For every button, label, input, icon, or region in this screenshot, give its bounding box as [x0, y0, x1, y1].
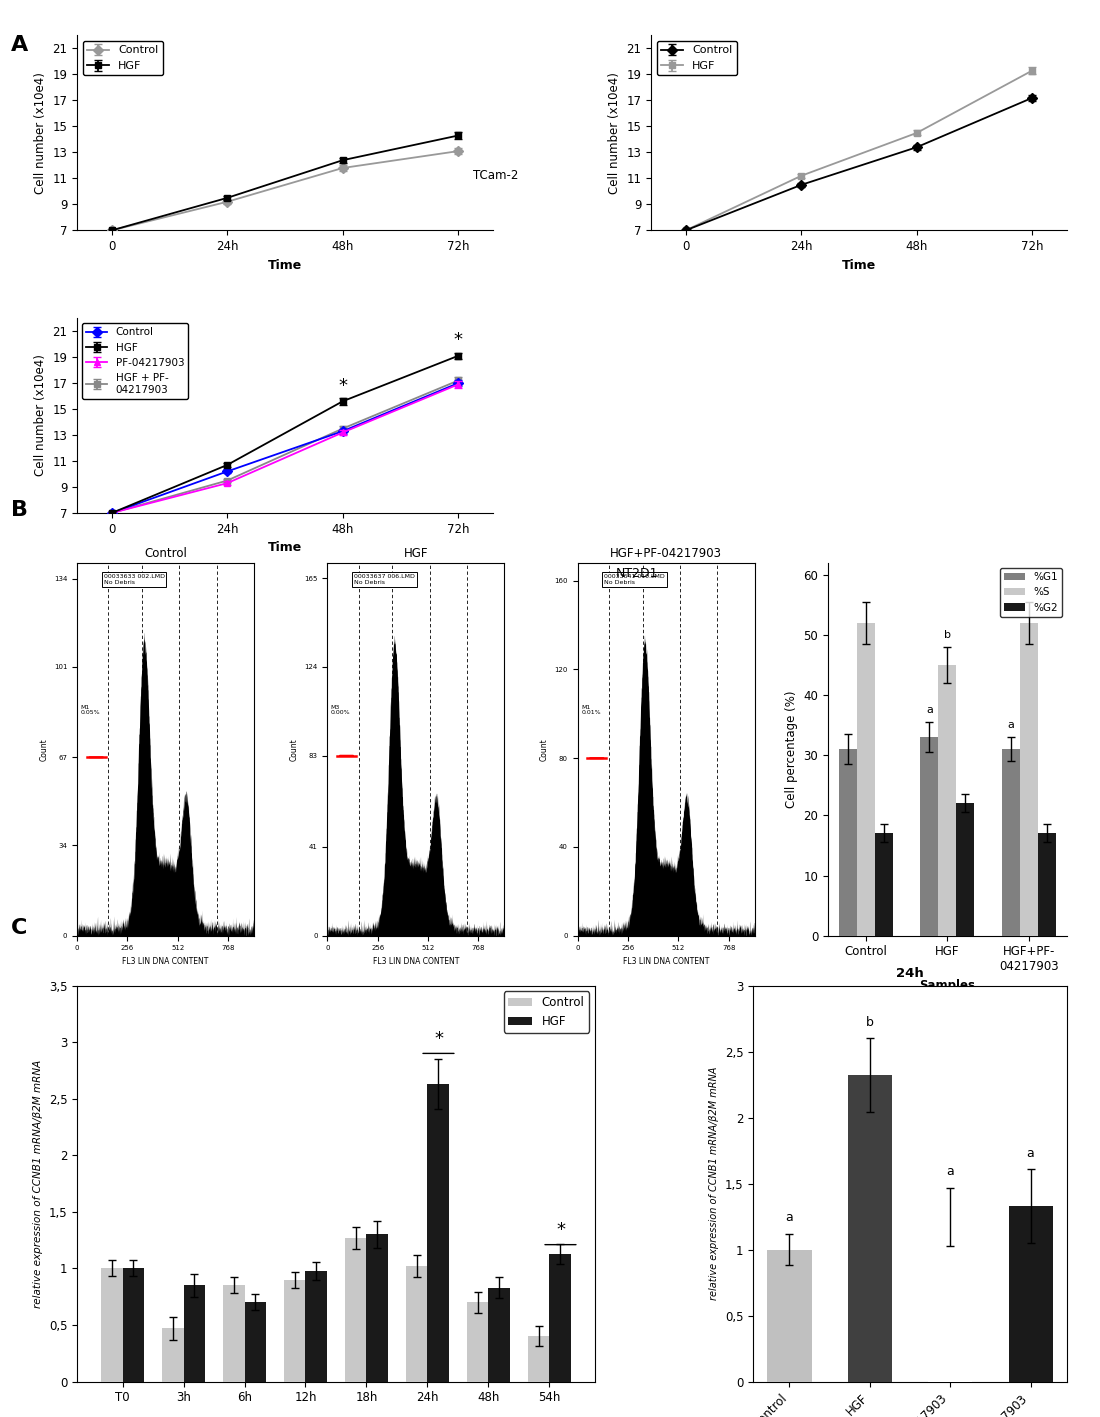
Text: b: b [944, 631, 952, 640]
Text: C: C [11, 918, 28, 938]
Bar [284, 1280, 306, 1382]
X-axis label: Samples: Samples [920, 979, 976, 992]
Bar [1002, 750, 1020, 935]
Text: B: B [11, 500, 28, 520]
Legend: Control, HGF: Control, HGF [657, 41, 737, 75]
Legend: Control, HGF, PF-04217903, HGF + PF-
04217903: Control, HGF, PF-04217903, HGF + PF- 042… [82, 323, 188, 398]
Text: 00033641 010.LMD
No Debris: 00033641 010.LMD No Debris [604, 574, 664, 585]
Bar [921, 737, 938, 935]
Y-axis label: Cell number (x10e4): Cell number (x10e4) [34, 354, 46, 476]
Legend: Control, HGF: Control, HGF [504, 992, 590, 1033]
Legend: Control, HGF: Control, HGF [82, 41, 163, 75]
Text: *: * [454, 332, 463, 349]
Bar [366, 1234, 388, 1382]
Y-axis label: Count: Count [289, 738, 298, 761]
Bar [100, 1268, 122, 1382]
Text: A: A [11, 35, 29, 55]
Text: a: a [1008, 720, 1014, 730]
Text: *: * [434, 1030, 443, 1047]
Bar [956, 803, 975, 935]
Text: b: b [866, 1016, 873, 1029]
Bar [550, 1254, 572, 1382]
Y-axis label: Count: Count [540, 738, 549, 761]
Text: *: * [556, 1221, 565, 1238]
Bar [768, 1250, 812, 1382]
Y-axis label: Cell number (x10e4): Cell number (x10e4) [608, 72, 620, 194]
Text: *: * [339, 377, 348, 395]
Bar [874, 833, 893, 935]
Bar [528, 1336, 550, 1382]
X-axis label: FL3 LIN DNA CONTENT: FL3 LIN DNA CONTENT [122, 956, 209, 966]
Y-axis label: relative expression of CCNB1 mRNA/β2M mRNA: relative expression of CCNB1 mRNA/β2M mR… [33, 1060, 43, 1308]
Bar [928, 1217, 972, 1382]
Text: a: a [785, 1212, 793, 1224]
Bar [162, 1328, 184, 1382]
Title: Control: Control [144, 547, 187, 560]
Text: a: a [1026, 1146, 1034, 1159]
Y-axis label: Count: Count [40, 738, 48, 761]
Text: M3
0.00%: M3 0.00% [331, 704, 351, 716]
Title: 24h: 24h [896, 968, 924, 981]
Y-axis label: relative expression of CCNB1 mRNA/β2M mRNA: relative expression of CCNB1 mRNA/β2M mR… [710, 1067, 719, 1301]
X-axis label: Time: Time [268, 259, 302, 272]
Bar [406, 1267, 428, 1382]
Text: TCam-2: TCam-2 [473, 169, 518, 183]
Bar [244, 1302, 266, 1382]
Bar [848, 1076, 892, 1382]
Text: 00033633 002.LMD
No Debris: 00033633 002.LMD No Debris [103, 574, 165, 585]
Bar [466, 1302, 488, 1382]
Bar [1009, 1206, 1053, 1382]
Bar [344, 1238, 366, 1382]
Bar [184, 1285, 206, 1382]
Text: M1
0.01%: M1 0.01% [581, 704, 601, 716]
X-axis label: Time: Time [842, 259, 876, 272]
Y-axis label: Cell percentage (%): Cell percentage (%) [784, 690, 798, 808]
Text: a: a [926, 706, 933, 716]
Title: HGF+PF-04217903: HGF+PF-04217903 [610, 547, 723, 560]
Bar [122, 1268, 144, 1382]
Text: M1
0.05%: M1 0.05% [80, 704, 100, 716]
Bar [428, 1084, 450, 1382]
Title: HGF: HGF [404, 547, 428, 560]
Bar [1020, 623, 1038, 935]
Text: 00033637 006.LMD
No Debris: 00033637 006.LMD No Debris [354, 574, 415, 585]
Bar [222, 1285, 244, 1382]
Text: a: a [946, 1165, 954, 1179]
Bar [839, 750, 857, 935]
X-axis label: FL3 LIN DNA CONTENT: FL3 LIN DNA CONTENT [373, 956, 459, 966]
Text: NT2D1: NT2D1 [616, 567, 659, 581]
X-axis label: FL3 LIN DNA CONTENT: FL3 LIN DNA CONTENT [623, 956, 710, 966]
Y-axis label: Cell number (x10e4): Cell number (x10e4) [34, 72, 46, 194]
Bar [488, 1288, 510, 1382]
Bar [306, 1271, 328, 1382]
Bar [938, 665, 956, 935]
Legend: %G1, %S, %G2: %G1, %S, %G2 [1000, 568, 1062, 616]
Bar [1038, 833, 1056, 935]
X-axis label: Time: Time [268, 541, 302, 554]
Bar [857, 623, 874, 935]
